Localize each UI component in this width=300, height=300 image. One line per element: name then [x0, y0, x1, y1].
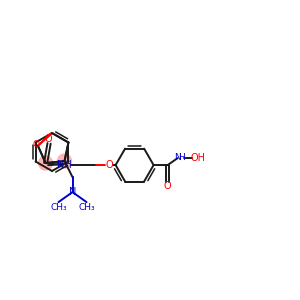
Text: O: O	[164, 181, 171, 191]
Text: CH₃: CH₃	[78, 202, 95, 211]
Text: OH: OH	[190, 153, 205, 163]
Text: O: O	[106, 160, 113, 170]
Text: H: H	[178, 153, 185, 162]
Text: O: O	[32, 140, 39, 149]
Text: NH: NH	[57, 160, 72, 170]
Text: N: N	[174, 153, 181, 162]
Circle shape	[58, 154, 71, 168]
Text: N: N	[69, 187, 76, 197]
Text: O: O	[44, 134, 52, 144]
Text: CH₃: CH₃	[50, 202, 67, 211]
Circle shape	[39, 156, 52, 170]
